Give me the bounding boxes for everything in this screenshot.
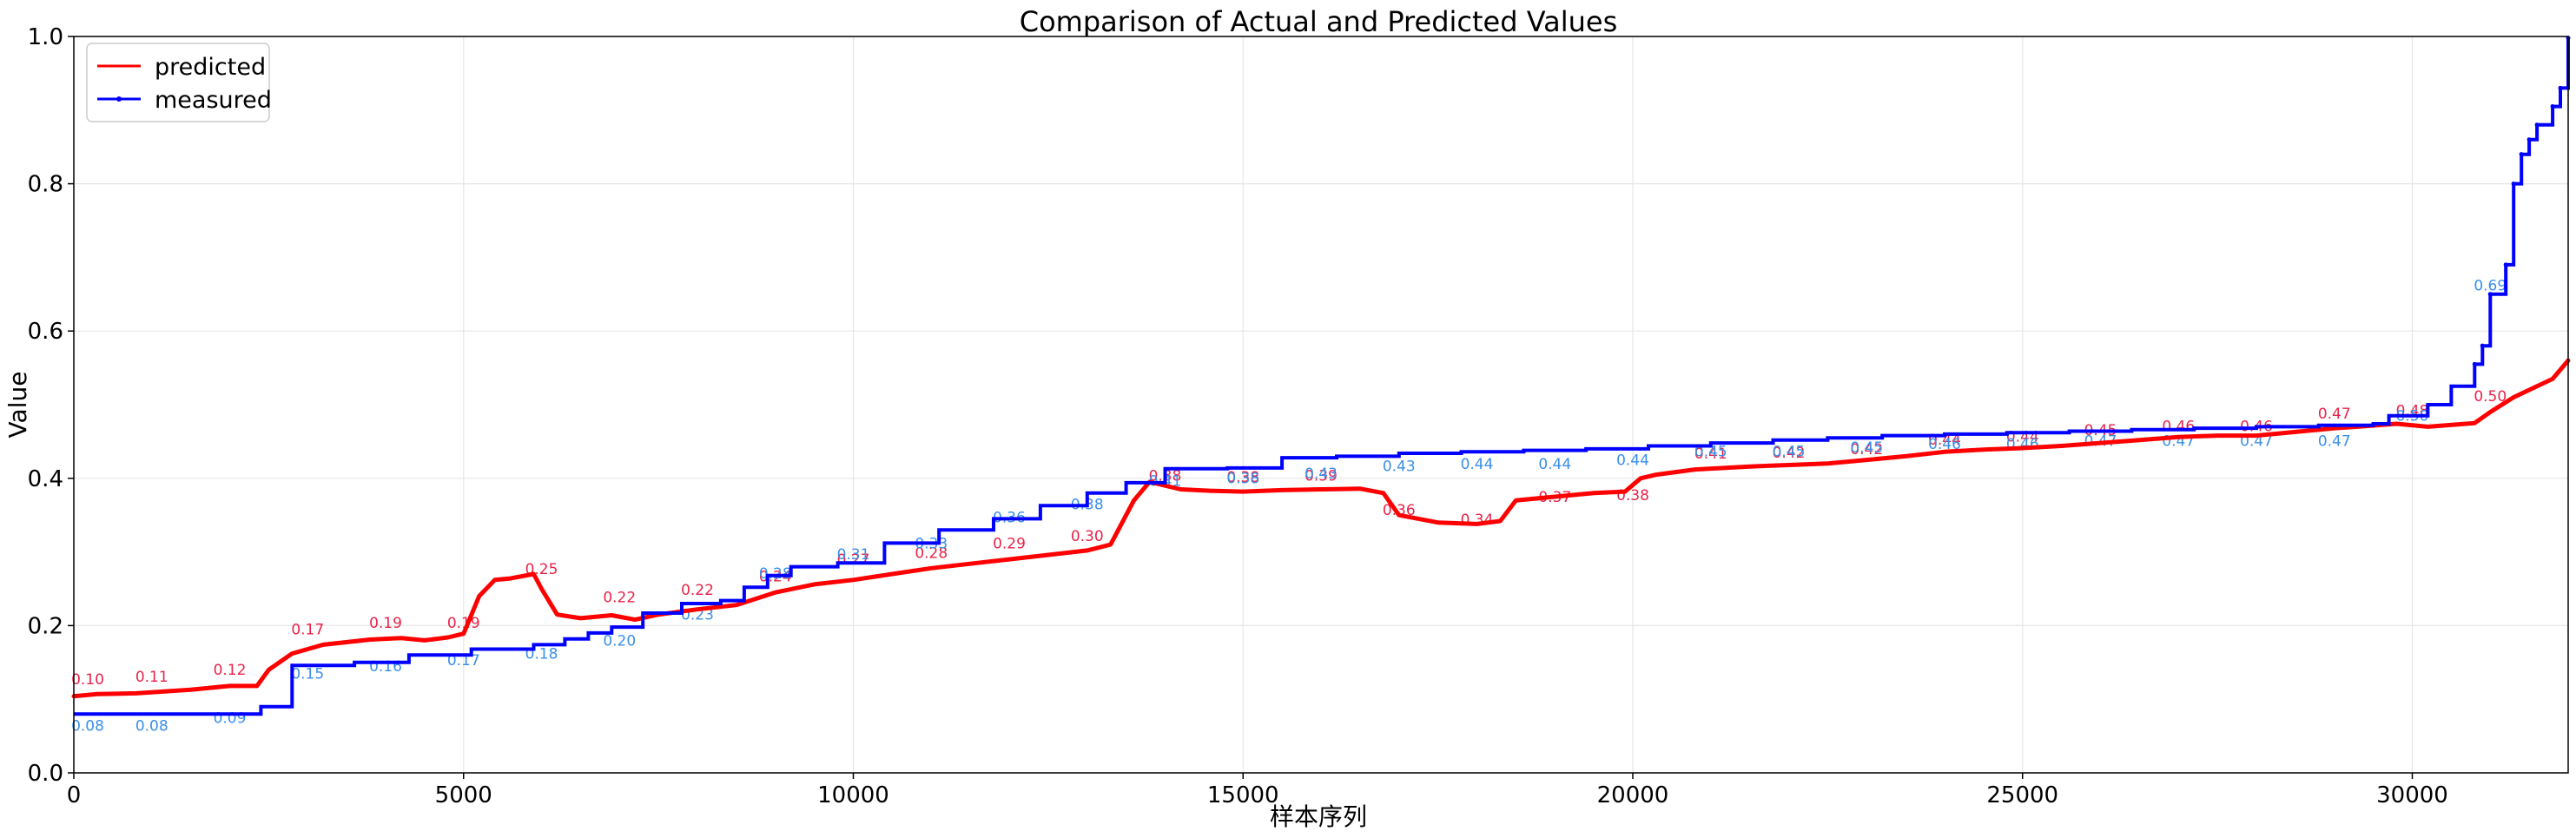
data-label-predicted: 0.12 xyxy=(214,662,247,679)
data-label-predicted: 0.29 xyxy=(993,535,1026,552)
y-axis: 0.0 0.2 0.4 0.6 0.8 1.0 xyxy=(28,24,74,787)
data-label-measured: 0.45 xyxy=(1773,443,1806,460)
measured-point xyxy=(2472,361,2477,366)
data-label-predicted: 0.17 xyxy=(291,622,324,639)
y-tick-label: 1.0 xyxy=(28,24,63,50)
measured-point xyxy=(2526,137,2532,142)
data-label-predicted: 0.11 xyxy=(135,669,168,686)
data-label-predicted: 0.50 xyxy=(2474,388,2507,406)
chart-title: Comparison of Actual and Predicted Value… xyxy=(1020,5,1618,38)
legend-box xyxy=(86,43,270,122)
plot-frame xyxy=(73,36,2569,774)
data-label-measured: 0.45 xyxy=(1850,439,1883,457)
y-tick-label: 0.0 xyxy=(28,761,63,787)
measured-point xyxy=(2487,292,2493,297)
measured-point xyxy=(2558,85,2563,90)
data-label-measured: 0.08 xyxy=(135,718,168,736)
measured-point xyxy=(2534,122,2540,128)
series-line-measured xyxy=(74,37,2570,716)
data-label-measured: 0.47 xyxy=(2318,432,2351,450)
measured-point xyxy=(2480,343,2485,348)
x-tick-label: 20000 xyxy=(1597,782,1669,808)
data-label-measured: 0.15 xyxy=(291,665,324,683)
data-label-measured: 0.31 xyxy=(837,546,870,564)
data-label-measured: 0.08 xyxy=(71,718,104,736)
data-label-predicted: 0.28 xyxy=(915,544,948,562)
y-tick-label: 0.8 xyxy=(28,172,63,198)
data-label-measured: 0.44 xyxy=(1461,456,1494,473)
data-label-predicted: 0.39 xyxy=(1305,467,1338,485)
data-label-measured: 0.43 xyxy=(1383,458,1416,475)
data-label-predicted: 0.30 xyxy=(1071,528,1104,545)
legend-marker-measured xyxy=(116,96,122,102)
x-tick-label: 15000 xyxy=(1207,782,1279,808)
x-tick-label: 25000 xyxy=(1986,782,2058,808)
x-tick-label: 30000 xyxy=(2376,782,2448,808)
data-label-predicted: 0.22 xyxy=(603,589,636,606)
data-label-measured: 0.46 xyxy=(1928,436,1961,453)
data-label-predicted: 0.47 xyxy=(2318,406,2351,423)
x-tick-label: 10000 xyxy=(817,782,889,808)
data-label-predicted: 0.22 xyxy=(681,582,714,599)
data-label-predicted: 0.19 xyxy=(369,615,402,632)
x-axis-title: 样本序列 xyxy=(1270,802,1367,831)
legend: predicted measured xyxy=(86,43,272,122)
x-tick-label: 0 xyxy=(67,782,82,808)
y-tick-label: 0.4 xyxy=(28,466,63,492)
data-label-measured: 0.69 xyxy=(2474,278,2507,295)
data-label-predicted: 0.42 xyxy=(1773,445,1806,462)
measured-point xyxy=(2550,104,2555,109)
series-lines xyxy=(71,36,2571,716)
data-label-predicted: 0.42 xyxy=(1850,441,1883,459)
x-axis: 0 5000 10000 15000 20000 25000 30000 xyxy=(67,773,2448,808)
y-axis-title: Value xyxy=(3,372,32,439)
data-label-measured: 0.44 xyxy=(1538,456,1571,473)
measured-point xyxy=(2503,262,2508,267)
measured-point xyxy=(2511,181,2516,187)
data-label-measured: 0.44 xyxy=(1616,452,1649,470)
data-label-predicted: 0.41 xyxy=(1694,445,1727,463)
data-label-measured: 0.43 xyxy=(1305,465,1338,483)
legend-label-predicted: predicted xyxy=(155,54,266,81)
data-label-predicted: 0.38 xyxy=(1226,469,1259,486)
y-tick-label: 0.2 xyxy=(28,613,63,639)
data-label-measured: 0.20 xyxy=(603,632,636,650)
series-line-predicted xyxy=(71,358,2571,699)
data-label-predicted: 0.10 xyxy=(71,671,104,689)
legend-label-measured: measured xyxy=(155,87,272,114)
data-label-measured: 0.38 xyxy=(1226,471,1259,488)
measured-point xyxy=(2519,152,2524,157)
x-tick-label: 5000 xyxy=(435,782,492,808)
y-tick-label: 0.6 xyxy=(28,319,63,345)
